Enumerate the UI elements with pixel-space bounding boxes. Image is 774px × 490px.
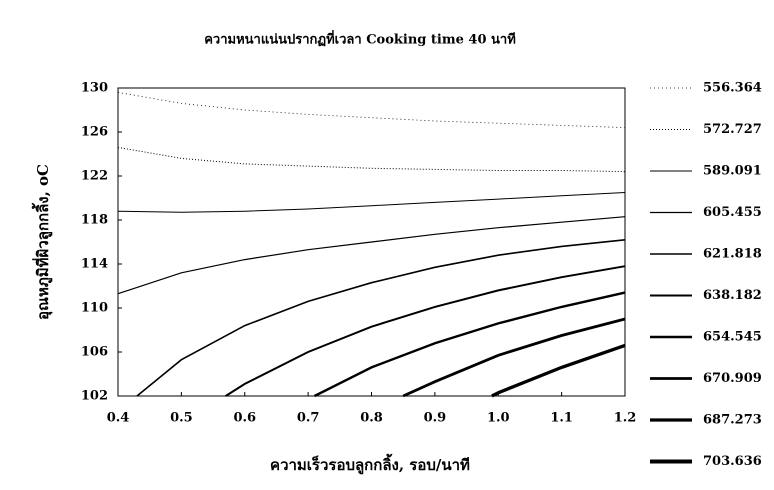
chart: ความหนาแน่นปรากฏที่เวลา Cooking time 40 … <box>0 0 774 490</box>
legend-label: 654.545 <box>703 330 762 345</box>
contour-line <box>118 193 625 213</box>
x-tick-label: 0.4 <box>107 411 130 426</box>
x-tick-label: 0.8 <box>360 411 383 426</box>
x-tick-label: 1.1 <box>550 411 573 426</box>
y-tick-label: 126 <box>81 125 108 140</box>
x-tick-label: 0.5 <box>170 411 193 426</box>
x-tick-label: 1.0 <box>487 411 510 426</box>
y-tick-label: 102 <box>81 389 108 404</box>
x-tick-label: 0.9 <box>424 411 447 426</box>
legend-label: 556.364 <box>703 81 762 96</box>
y-tick-label: 122 <box>81 169 108 184</box>
y-tick-label: 106 <box>81 345 108 360</box>
legend-label: 621.818 <box>703 247 762 262</box>
y-axis-label: อุณหภูมิที่ผิวลูกกลิ้ง, oC <box>31 164 53 320</box>
y-tick-label: 118 <box>81 213 108 228</box>
legend-label: 638.182 <box>703 288 762 303</box>
contour-line <box>492 345 625 396</box>
y-tick-label: 114 <box>81 257 108 272</box>
legend-label: 589.091 <box>703 164 762 179</box>
chart-title: ความหนาแน่นปรากฏที่เวลา Cooking time 40 … <box>204 30 516 48</box>
contour-line <box>118 92 625 127</box>
y-tick-label: 110 <box>81 301 108 316</box>
legend-label: 605.455 <box>703 205 762 220</box>
contour-line <box>118 147 625 171</box>
legend-label: 572.727 <box>703 122 762 137</box>
x-tick-label: 0.6 <box>233 411 256 426</box>
contour-line <box>315 293 626 396</box>
legend-label: 703.636 <box>703 454 762 469</box>
page: {"chart_data": { "type": "contour", "tit… <box>0 0 774 490</box>
contour-line <box>226 266 625 396</box>
legend-label: 687.273 <box>703 413 762 428</box>
x-axis-label: ความเร็วรอบลูกกลิ้ง, รอบ/นาที <box>270 453 470 475</box>
legend-label: 670.909 <box>703 371 762 386</box>
x-tick-label: 0.7 <box>297 411 320 426</box>
y-tick-label: 130 <box>81 81 108 96</box>
x-tick-label: 1.2 <box>614 411 637 426</box>
